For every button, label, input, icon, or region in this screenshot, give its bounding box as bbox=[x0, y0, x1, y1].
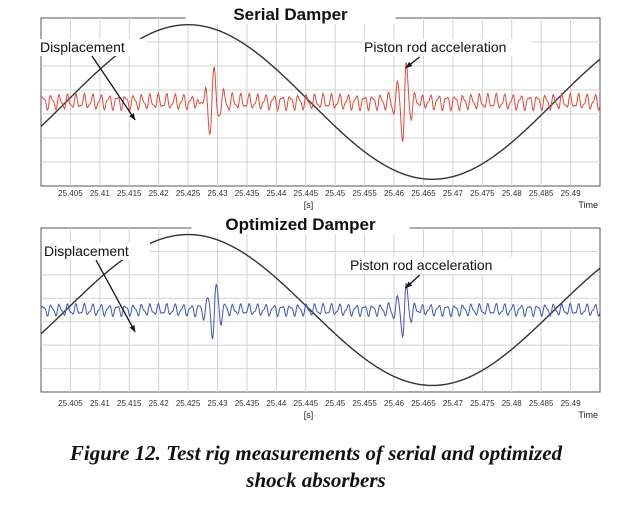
annotation-piston-acceleration: Piston rod acceleration bbox=[350, 257, 492, 273]
x-tick-label: 25.42 bbox=[149, 399, 170, 408]
x-unit-label: [s] bbox=[304, 200, 314, 210]
annotation-arrow-line bbox=[91, 55, 136, 121]
x-tick-label: 25.475 bbox=[470, 399, 495, 408]
x-tick-label: 25.405 bbox=[58, 399, 83, 408]
x-tick-label: 25.445 bbox=[294, 189, 319, 198]
x-tick-label: 25.43 bbox=[208, 399, 229, 408]
annotation-arrow-line bbox=[95, 259, 136, 333]
x-unit-label: [s] bbox=[304, 410, 314, 420]
x-tick-label: 25.425 bbox=[176, 189, 201, 198]
acceleration-series-line bbox=[40, 282, 601, 340]
x-tick-label: 25.49 bbox=[561, 189, 582, 198]
x-tick-label: 25.47 bbox=[443, 189, 464, 198]
x-tick-label: 25.455 bbox=[352, 189, 377, 198]
x-tick-label: 25.47 bbox=[443, 399, 464, 408]
x-tick-label: 25.455 bbox=[352, 399, 377, 408]
x-tick-label: 25.465 bbox=[411, 399, 436, 408]
x-tick-label: 25.435 bbox=[235, 399, 260, 408]
caption-line-2: shock absorbers bbox=[246, 468, 386, 492]
annotation-arrow-head bbox=[405, 281, 413, 288]
x-tick-label: 25.48 bbox=[502, 189, 523, 198]
x-tick-label: 25.485 bbox=[529, 189, 554, 198]
x-tick-label: 25.45 bbox=[325, 189, 346, 198]
x-tick-label: 25.49 bbox=[561, 399, 582, 408]
x-tick-label: 25.42 bbox=[149, 189, 170, 198]
chart-panel-1: 25.405 25.41 25.415 25.42 25.425 25.43 25.435 2… bbox=[38, 4, 601, 210]
x-tick-label: 25.475 bbox=[470, 189, 495, 198]
x-tick-label: 25.48 bbox=[502, 399, 523, 408]
x-tick-label: 25.415 bbox=[117, 399, 142, 408]
figure-caption: Figure 12. Test rig measurements of seri… bbox=[0, 440, 632, 494]
x-tick-label: 25.425 bbox=[176, 399, 201, 408]
x-tick-label: 25.44 bbox=[266, 189, 287, 198]
title-background bbox=[191, 214, 410, 234]
annotation-bg bbox=[362, 39, 532, 56]
x-tick-label: 25.45 bbox=[325, 399, 346, 408]
x-tick-label: 25.445 bbox=[294, 399, 319, 408]
caption-line-1: Figure 12. Test rig measurements of seri… bbox=[69, 441, 563, 465]
annotation-displacement: Displacement bbox=[40, 39, 125, 55]
x-tick-label: 25.41 bbox=[90, 399, 111, 408]
x-tick-label: 25.41 bbox=[90, 189, 111, 198]
annotation-bg bbox=[348, 257, 518, 274]
x-tick-label: 25.465 bbox=[411, 189, 436, 198]
figure-canvas: 25.405 25.41 25.415 25.42 25.425 25.43 25.435 2… bbox=[38, 4, 601, 420]
chart-panel-2: 25.405 25.41 25.415 25.42 25.425 25.43 25.435 2… bbox=[40, 214, 601, 420]
x-axis-label: Time bbox=[578, 410, 598, 420]
x-tick-label: 25.43 bbox=[208, 189, 229, 198]
annotation-displacement: Displacement bbox=[44, 243, 129, 259]
annotation-piston-acceleration: Piston rod acceleration bbox=[364, 39, 506, 55]
x-tick-label: 25.485 bbox=[529, 399, 554, 408]
acceleration-series-line bbox=[40, 62, 601, 142]
annotation-bg bbox=[42, 243, 150, 260]
annotation-arrow-head bbox=[129, 113, 136, 120]
x-axis-label: Time bbox=[578, 200, 598, 210]
chart-title: Optimized Damper bbox=[225, 215, 376, 234]
x-tick-label: 25.44 bbox=[266, 399, 287, 408]
x-tick-label: 25.435 bbox=[235, 189, 260, 198]
chart-title: Serial Damper bbox=[233, 5, 348, 24]
x-tick-label: 25.405 bbox=[58, 189, 83, 198]
annotation-arrow-head bbox=[129, 325, 136, 332]
title-background bbox=[185, 4, 396, 24]
x-tick-label: 25.46 bbox=[384, 189, 405, 198]
annotation-arrow-head bbox=[405, 61, 413, 68]
x-tick-label: 25.415 bbox=[117, 189, 142, 198]
x-tick-label: 25.46 bbox=[384, 399, 405, 408]
annotation-bg bbox=[38, 39, 146, 56]
